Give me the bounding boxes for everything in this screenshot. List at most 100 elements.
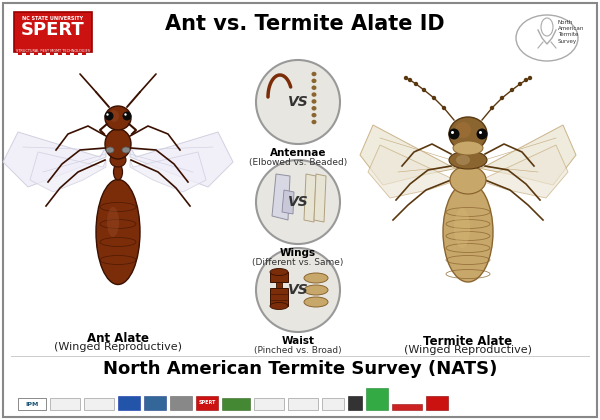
FancyBboxPatch shape [50,398,80,410]
Circle shape [490,106,494,110]
Ellipse shape [304,297,328,307]
Text: Wings: Wings [280,248,316,258]
Bar [42,48,46,55]
Ellipse shape [455,122,471,138]
Polygon shape [304,174,316,222]
Text: Ant vs. Termite Alate ID: Ant vs. Termite Alate ID [165,14,445,34]
Polygon shape [270,288,288,306]
Circle shape [500,96,504,100]
Text: VS: VS [287,283,308,297]
Text: VS: VS [287,95,308,109]
Circle shape [256,248,340,332]
Polygon shape [368,145,458,198]
Polygon shape [360,125,458,185]
Circle shape [479,131,482,134]
Ellipse shape [107,207,119,237]
Text: (Winged Reproductive): (Winged Reproductive) [404,345,532,355]
Circle shape [124,113,127,116]
FancyBboxPatch shape [196,396,218,410]
Text: (Winged Reproductive): (Winged Reproductive) [54,342,182,352]
Ellipse shape [516,15,578,61]
Bar [58,50,62,55]
FancyBboxPatch shape [254,398,284,410]
Circle shape [451,131,454,134]
Bar [18,48,22,55]
FancyBboxPatch shape [84,398,114,410]
Circle shape [414,82,418,86]
Circle shape [104,111,113,121]
Text: Antennae: Antennae [270,148,326,158]
Circle shape [528,76,532,80]
FancyBboxPatch shape [426,396,448,410]
Ellipse shape [96,179,140,284]
Circle shape [524,78,528,82]
Ellipse shape [311,85,317,90]
Ellipse shape [113,164,122,180]
FancyBboxPatch shape [118,396,140,410]
Ellipse shape [311,72,317,76]
Ellipse shape [106,147,114,153]
Ellipse shape [450,166,486,194]
Ellipse shape [105,106,131,130]
Ellipse shape [270,268,288,276]
Ellipse shape [270,302,288,310]
Ellipse shape [311,79,317,83]
Circle shape [518,82,522,86]
Text: IPM: IPM [25,402,38,407]
Ellipse shape [311,113,317,118]
Ellipse shape [109,110,119,122]
Circle shape [442,106,446,110]
Bar [34,52,38,55]
Ellipse shape [304,273,328,283]
FancyBboxPatch shape [322,398,344,410]
Circle shape [510,88,514,92]
Text: North American Termite Survey (NATS): North American Termite Survey (NATS) [103,360,497,378]
Circle shape [408,78,412,82]
Polygon shape [478,145,568,198]
Polygon shape [478,125,576,185]
FancyBboxPatch shape [392,404,422,410]
Text: STRUCTURAL PEST MGMT TECHNOLOGIES: STRUCTURAL PEST MGMT TECHNOLOGIES [16,49,90,53]
Polygon shape [30,152,106,192]
Text: Ant Alate: Ant Alate [87,332,149,345]
Polygon shape [130,152,206,192]
Text: Termite Alate: Termite Alate [424,335,512,348]
Text: SPERT: SPERT [199,401,215,405]
Bar [82,48,86,55]
Circle shape [256,160,340,244]
FancyBboxPatch shape [144,396,166,410]
FancyBboxPatch shape [288,398,318,410]
Ellipse shape [311,106,317,110]
Ellipse shape [454,208,470,248]
Ellipse shape [449,151,487,169]
Text: (Different vs. Same): (Different vs. Same) [253,258,344,267]
Ellipse shape [304,285,328,295]
Ellipse shape [311,99,317,104]
Bar [26,50,30,55]
Text: SPERT: SPERT [21,21,85,39]
Circle shape [449,129,460,139]
Ellipse shape [449,117,487,151]
Circle shape [432,96,436,100]
Ellipse shape [311,92,317,97]
FancyBboxPatch shape [348,396,362,410]
FancyBboxPatch shape [3,3,597,417]
FancyBboxPatch shape [18,398,46,410]
Bar [50,48,54,55]
FancyBboxPatch shape [14,12,92,52]
FancyBboxPatch shape [222,398,250,410]
Polygon shape [272,174,290,220]
Polygon shape [276,282,282,288]
Polygon shape [3,132,106,187]
Text: Waist: Waist [281,336,314,346]
Circle shape [422,88,426,92]
Bar [74,51,78,55]
FancyBboxPatch shape [170,396,192,410]
Text: North
American
Termite
Survey: North American Termite Survey [558,20,584,44]
Polygon shape [314,174,326,222]
Polygon shape [270,272,288,282]
Circle shape [476,129,488,139]
Circle shape [256,60,340,144]
Ellipse shape [443,182,493,282]
FancyBboxPatch shape [366,388,388,410]
